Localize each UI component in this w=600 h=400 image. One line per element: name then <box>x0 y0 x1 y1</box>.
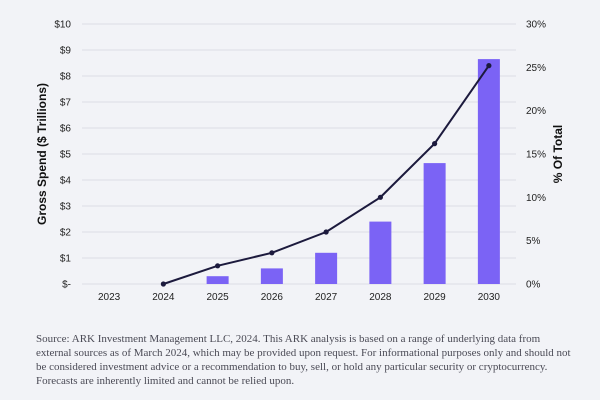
y-tick-label-right: 15% <box>526 150 546 161</box>
chart: $- $1 $2 $3 $4 $5 $6 $7 $8 $9 $10 0% 5% 10% 15% 20% 25%… <box>35 20 565 304</box>
y-tick-label-left: $4 <box>60 176 72 187</box>
line-point <box>160 281 166 287</box>
x-tick-label: 2030 <box>478 292 501 303</box>
y-axis-left-ticks: $- $1 $2 $3 $4 $5 $6 $7 $8 $9 $10 <box>54 20 71 291</box>
x-tick-label: 2024 <box>152 292 175 303</box>
x-tick-label: 2023 <box>98 292 121 303</box>
y-tick-label-left: $3 <box>60 202 72 213</box>
line-point <box>377 194 383 200</box>
bar <box>260 268 283 284</box>
x-axis-ticks: 2023 2024 2025 2026 2027 2028 2029 2030 <box>98 292 500 303</box>
y-tick-label-left: $8 <box>60 72 72 83</box>
y-tick-label-left: $- <box>62 280 71 291</box>
y-axis-right-title: % Of Total <box>551 125 565 183</box>
y-tick-label-right: 10% <box>526 193 546 204</box>
gridlines <box>82 23 516 285</box>
bar <box>423 163 446 284</box>
y-tick-label-left: $9 <box>60 46 72 57</box>
y-axis-right-ticks: 0% 5% 10% 15% 20% 25% 30% <box>526 20 546 291</box>
x-tick-label: 2025 <box>207 292 230 303</box>
line-point <box>323 229 329 235</box>
line-series <box>160 63 492 287</box>
bar <box>206 276 229 284</box>
y-tick-label-right: 0% <box>526 280 541 291</box>
y-tick-label-left: $1 <box>60 254 72 265</box>
x-tick-label: 2028 <box>369 292 392 303</box>
y-tick-label-left: $2 <box>60 228 72 239</box>
x-tick-label: 2026 <box>261 292 284 303</box>
y-tick-label-right: 30% <box>526 20 546 31</box>
y-tick-label-left: $6 <box>60 124 72 135</box>
source-footnote: Source: ARK Investment Management LLC, 2… <box>36 333 571 387</box>
y-tick-label-right: 5% <box>526 236 541 247</box>
line-point <box>432 141 438 147</box>
y-tick-label-left: $5 <box>60 150 72 161</box>
line-point <box>215 263 221 269</box>
line-point <box>269 250 275 256</box>
y-tick-label-left: $10 <box>54 20 71 31</box>
x-tick-label: 2027 <box>315 292 338 303</box>
bar <box>369 221 392 284</box>
y-tick-label-right: 25% <box>526 63 546 74</box>
y-tick-label-left: $7 <box>60 98 72 109</box>
bars <box>206 59 500 284</box>
y-axis-left-title: Gross Spend ($ Trillions) <box>35 83 49 225</box>
line-point <box>486 63 492 69</box>
bar <box>477 59 500 284</box>
bar <box>315 252 338 284</box>
x-tick-label: 2029 <box>424 292 447 303</box>
y-tick-label-right: 20% <box>526 106 546 117</box>
